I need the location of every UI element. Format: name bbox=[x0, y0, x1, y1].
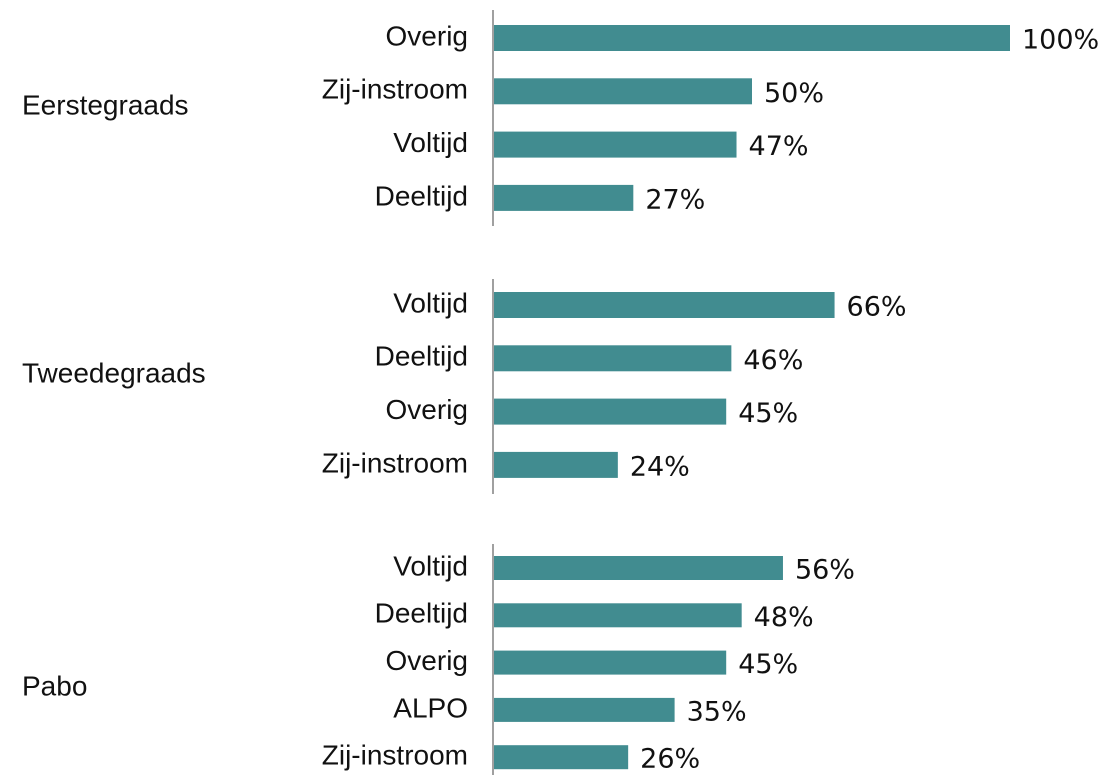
value-label: 50% bbox=[764, 78, 824, 109]
bar bbox=[494, 398, 727, 425]
category-label: Voltijd bbox=[393, 127, 468, 158]
value-label: 66% bbox=[847, 292, 907, 323]
group-label: Pabo bbox=[22, 670, 87, 701]
value-label: 47% bbox=[749, 131, 809, 162]
value-label: 26% bbox=[640, 744, 700, 775]
value-label: 45% bbox=[738, 649, 798, 680]
bar bbox=[494, 745, 629, 770]
category-label: Deeltijd bbox=[375, 341, 468, 372]
bar bbox=[494, 345, 732, 372]
bar bbox=[494, 184, 634, 211]
category-label: Overig bbox=[386, 645, 468, 676]
category-label: Deeltijd bbox=[375, 598, 468, 629]
category-label: Zij-instroom bbox=[322, 447, 468, 478]
bar bbox=[494, 131, 737, 158]
bar bbox=[494, 556, 783, 580]
category-label: Zij-instroom bbox=[322, 740, 468, 771]
category-label: Voltijd bbox=[393, 287, 468, 318]
value-label: 46% bbox=[743, 345, 803, 376]
value-label: 56% bbox=[795, 555, 855, 586]
value-label: 48% bbox=[754, 602, 814, 633]
category-label: Deeltijd bbox=[375, 180, 468, 211]
category-label: Overig bbox=[386, 20, 468, 51]
value-label: 45% bbox=[738, 398, 798, 429]
bar bbox=[494, 697, 675, 722]
group-label: Eerstegraads bbox=[22, 89, 189, 120]
bar bbox=[494, 603, 742, 628]
bar bbox=[494, 78, 752, 105]
bar bbox=[494, 451, 618, 478]
category-label: Overig bbox=[386, 394, 468, 425]
value-label: 24% bbox=[630, 451, 690, 482]
category-label: Voltijd bbox=[393, 550, 468, 581]
bar bbox=[494, 25, 1010, 51]
bar bbox=[494, 650, 727, 675]
category-label: Zij-instroom bbox=[322, 74, 468, 105]
group-label: Tweedegraads bbox=[22, 357, 206, 388]
value-label: 27% bbox=[645, 184, 705, 215]
value-label: 35% bbox=[687, 696, 747, 727]
category-label: ALPO bbox=[393, 692, 468, 723]
value-label: 100% bbox=[1022, 25, 1099, 56]
bar bbox=[494, 292, 835, 318]
